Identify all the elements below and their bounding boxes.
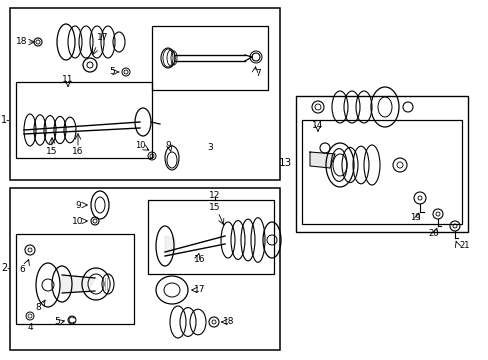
Text: 11: 11 [62, 76, 74, 85]
Text: 8: 8 [35, 303, 41, 312]
Bar [16, 82, 152, 158]
Text: 3: 3 [207, 144, 212, 153]
Text: 12: 12 [209, 192, 220, 201]
Text: 14: 14 [312, 121, 323, 130]
Text: 10: 10 [72, 216, 83, 225]
Polygon shape [164, 236, 175, 255]
Text: 2-: 2- [1, 263, 11, 273]
Text: 7: 7 [255, 69, 260, 78]
Text: 15: 15 [46, 148, 58, 157]
Text: 5: 5 [109, 68, 115, 77]
Text: 9: 9 [165, 140, 170, 149]
Text: 19: 19 [409, 213, 419, 222]
Text: 16: 16 [194, 256, 205, 265]
Text: 9: 9 [75, 201, 81, 210]
Text: 1-: 1- [1, 115, 11, 125]
Bar [10, 8, 280, 180]
Text: 18: 18 [16, 37, 28, 46]
Bar [148, 200, 273, 274]
Text: 10: 10 [135, 140, 145, 149]
Bar [302, 120, 461, 224]
Polygon shape [62, 276, 95, 292]
Text: 13: 13 [278, 158, 291, 168]
Bar [152, 26, 267, 90]
Text: 5: 5 [54, 318, 60, 327]
Text: 18: 18 [223, 318, 234, 327]
Polygon shape [309, 152, 334, 168]
Text: 21: 21 [458, 242, 468, 251]
Text: 15: 15 [209, 203, 220, 212]
Bar [16, 234, 134, 324]
Text: 6: 6 [19, 266, 25, 274]
Bar [295, 96, 467, 232]
Text: 4: 4 [27, 324, 33, 333]
Bar [10, 188, 280, 350]
Text: 16: 16 [72, 148, 83, 157]
Text: 17: 17 [97, 33, 108, 42]
Text: 20: 20 [428, 230, 438, 238]
Text: 17: 17 [194, 285, 205, 294]
